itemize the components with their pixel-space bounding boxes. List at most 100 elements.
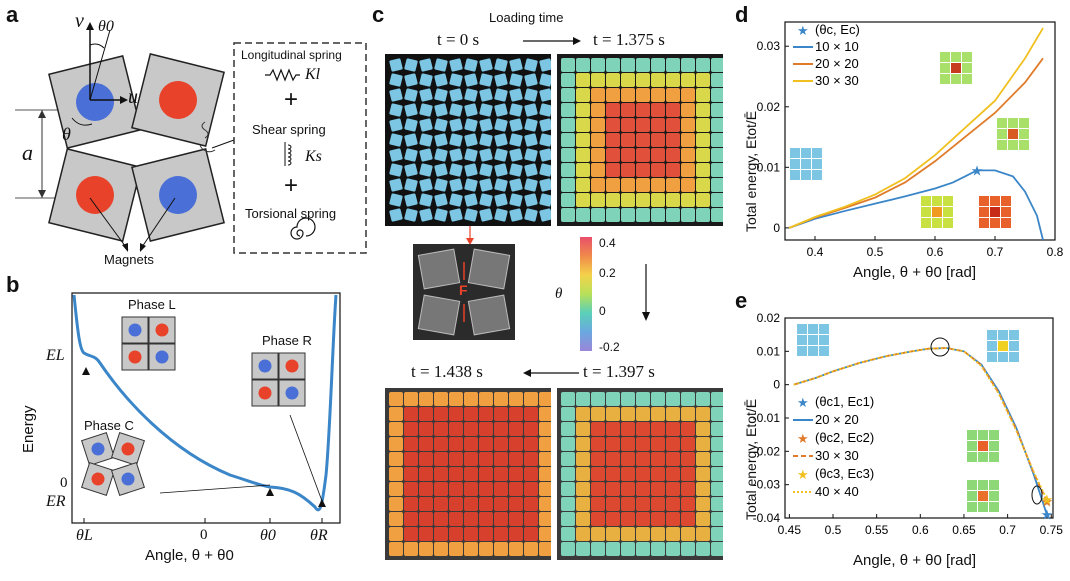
lattice-tile xyxy=(494,392,508,406)
lattice-tile xyxy=(636,527,650,541)
lattice-tile xyxy=(636,542,650,556)
longitudinal-spring-label: Longitudinal spring xyxy=(241,48,342,62)
panel-b-xlabel: Angle, θ + θ0 xyxy=(145,547,234,564)
lattice-tile xyxy=(681,88,695,102)
inset-tile xyxy=(812,148,822,158)
lattice-tile xyxy=(576,193,590,207)
ks-label: Ks xyxy=(305,148,322,165)
inset-tile xyxy=(989,491,999,501)
lattice-tile xyxy=(711,73,723,87)
lattice-tile xyxy=(434,58,448,72)
lattice-tile xyxy=(419,482,433,496)
tile-blue-bottomright xyxy=(131,148,225,242)
lattice-tile xyxy=(576,422,590,436)
lattice-tile xyxy=(651,527,665,541)
y-tick-label: -0.03 xyxy=(753,478,781,492)
lattice-tile xyxy=(651,148,665,162)
lattice-tile xyxy=(479,452,493,466)
lattice-tile xyxy=(591,73,605,87)
lattice-tile xyxy=(419,497,433,511)
lattice-tile xyxy=(621,497,635,511)
lattice-tile xyxy=(591,148,605,162)
lattice-tile xyxy=(651,103,665,117)
inset-tile xyxy=(951,52,961,62)
inset-tile xyxy=(812,159,822,169)
lattice-tile xyxy=(711,392,723,406)
lattice-tile xyxy=(524,208,538,222)
lattice-tile xyxy=(389,163,403,177)
lattice-tile xyxy=(404,527,418,541)
lattice-tile xyxy=(666,467,680,481)
lattice-tile xyxy=(434,542,448,556)
lattice-tile xyxy=(591,58,605,72)
lattice-tile xyxy=(681,512,695,526)
lattice-tile xyxy=(711,527,723,541)
lattice-tile xyxy=(696,118,710,132)
inset-tile xyxy=(790,159,800,169)
inset-tile xyxy=(1019,118,1029,128)
lattice-tile xyxy=(509,392,523,406)
plus-1: + xyxy=(284,86,299,113)
lattice-tile xyxy=(711,208,723,222)
phase-l-label: Phase L xyxy=(128,297,176,312)
legend: (θc, Ec) 10 × 10 20 × 20 30 × 30 xyxy=(815,22,860,88)
panel-e: 0.02 0.01 0 -0.01 -0.02 -0.03 -0.04 0.45 0.5 0.55… xyxy=(735,290,1070,576)
lattice-tile xyxy=(561,407,575,421)
legend-entry: (θc, Ec) xyxy=(815,22,860,37)
lattice-tile xyxy=(434,208,448,222)
lattice-tile xyxy=(696,133,710,147)
lattice-tile xyxy=(666,422,680,436)
lattice-tile xyxy=(509,118,523,132)
lattice-tile xyxy=(524,73,538,87)
y-tick-label: -0.02 xyxy=(753,444,781,458)
inset-tile xyxy=(967,452,977,462)
lattice-tile xyxy=(464,422,478,436)
lattice-tile xyxy=(494,118,508,132)
lattice-tile xyxy=(419,73,433,87)
lattice-tile xyxy=(561,193,575,207)
lattice-tile xyxy=(509,422,523,436)
lattice-tile xyxy=(711,437,723,451)
x-tick-label: 0.7 xyxy=(987,245,1004,259)
inset-tiles-start xyxy=(797,324,829,356)
lattice-tile xyxy=(494,208,508,222)
lattice-tile xyxy=(434,422,448,436)
lattice-tile xyxy=(696,163,710,177)
lattice-tile xyxy=(651,392,665,406)
inset-tile xyxy=(921,207,931,217)
lattice-tile xyxy=(449,527,463,541)
lattice-tile xyxy=(621,467,635,481)
lattice-tile xyxy=(539,392,551,406)
lattice-tile xyxy=(479,422,493,436)
lattice-tile xyxy=(434,482,448,496)
lattice-tile xyxy=(509,437,523,451)
inset-tile xyxy=(921,196,931,206)
inset-tile xyxy=(943,196,953,206)
lattice-tile xyxy=(561,497,575,511)
lattice-tile xyxy=(494,133,508,147)
inset-tile xyxy=(1009,330,1019,340)
lattice-tile xyxy=(464,467,478,481)
lattice-tile xyxy=(681,148,695,162)
lattice-tile xyxy=(479,133,493,147)
inset-tile xyxy=(967,502,977,512)
lattice-tile xyxy=(539,437,551,451)
lattice-tile xyxy=(524,527,538,541)
lattice-tile xyxy=(681,73,695,87)
lattice-tile xyxy=(464,452,478,466)
lattice-tile xyxy=(539,452,551,466)
y-tick-label: 0.01 xyxy=(757,160,781,174)
lattice-tile xyxy=(464,512,478,526)
lattice-tile xyxy=(606,148,620,162)
inset-tile xyxy=(819,324,829,334)
lattice-tile xyxy=(509,73,523,87)
lattice-tile xyxy=(681,467,695,481)
lattice-tile xyxy=(524,392,538,406)
lattice-tile xyxy=(524,437,538,451)
lattice-tile xyxy=(561,512,575,526)
lattice-tile xyxy=(666,512,680,526)
lattice-tile xyxy=(621,527,635,541)
lattice-tile xyxy=(561,482,575,496)
inset-tile xyxy=(1008,129,1018,139)
lattice-tile xyxy=(696,392,710,406)
